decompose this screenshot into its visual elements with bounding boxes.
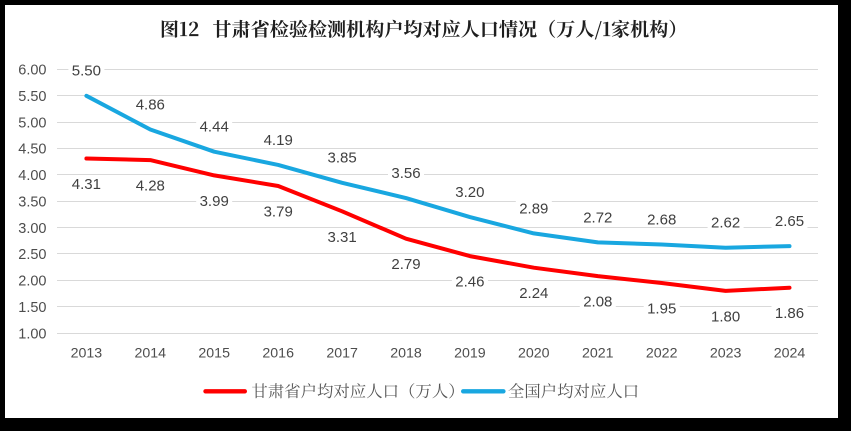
svg-text:2013: 2013: [71, 345, 103, 361]
svg-text:6.00: 6.00: [18, 63, 46, 79]
svg-text:3.99: 3.99: [200, 193, 229, 210]
svg-text:1.00: 1.00: [18, 326, 46, 342]
svg-text:3.79: 3.79: [264, 204, 293, 221]
svg-text:2.50: 2.50: [18, 247, 46, 263]
svg-text:4.50: 4.50: [18, 142, 46, 158]
svg-text:2017: 2017: [326, 345, 358, 361]
svg-text:2.00: 2.00: [18, 274, 46, 290]
svg-text:2018: 2018: [390, 345, 422, 361]
svg-text:2.89: 2.89: [519, 200, 548, 217]
svg-text:3.20: 3.20: [455, 184, 484, 201]
svg-text:2020: 2020: [518, 345, 550, 361]
svg-text:1.95: 1.95: [647, 301, 676, 318]
svg-text:2022: 2022: [646, 345, 678, 361]
svg-text:1.50: 1.50: [18, 300, 46, 316]
svg-text:2.62: 2.62: [711, 215, 740, 232]
svg-text:4.86: 4.86: [136, 96, 165, 113]
svg-text:4.44: 4.44: [200, 119, 229, 136]
svg-text:2024: 2024: [774, 345, 806, 361]
svg-text:3.00: 3.00: [18, 221, 46, 237]
svg-text:2015: 2015: [198, 345, 230, 361]
svg-text:2.72: 2.72: [583, 209, 612, 226]
svg-text:4.28: 4.28: [136, 178, 165, 195]
svg-text:1.86: 1.86: [775, 305, 804, 322]
svg-text:1.80: 1.80: [711, 308, 740, 325]
svg-text:2.46: 2.46: [455, 274, 484, 291]
svg-text:2.79: 2.79: [391, 256, 420, 273]
svg-text:2.24: 2.24: [519, 285, 548, 302]
svg-text:3.85: 3.85: [327, 150, 356, 167]
svg-text:3.56: 3.56: [391, 165, 420, 182]
svg-text:2.65: 2.65: [775, 213, 804, 230]
svg-text:2.68: 2.68: [647, 211, 676, 228]
svg-text:5.50: 5.50: [18, 89, 46, 105]
svg-text:4.00: 4.00: [18, 168, 46, 184]
svg-text:2021: 2021: [582, 345, 614, 361]
svg-text:2023: 2023: [710, 345, 742, 361]
svg-text:2016: 2016: [262, 345, 294, 361]
svg-text:3.31: 3.31: [327, 229, 356, 246]
svg-text:2014: 2014: [135, 345, 167, 361]
svg-text:2019: 2019: [454, 345, 486, 361]
svg-text:4.19: 4.19: [264, 132, 293, 149]
svg-text:5.50: 5.50: [72, 63, 101, 80]
svg-text:5.00: 5.00: [18, 115, 46, 131]
svg-text:4.31: 4.31: [72, 176, 101, 193]
svg-text:2.08: 2.08: [583, 294, 612, 311]
svg-text:3.50: 3.50: [18, 194, 46, 210]
